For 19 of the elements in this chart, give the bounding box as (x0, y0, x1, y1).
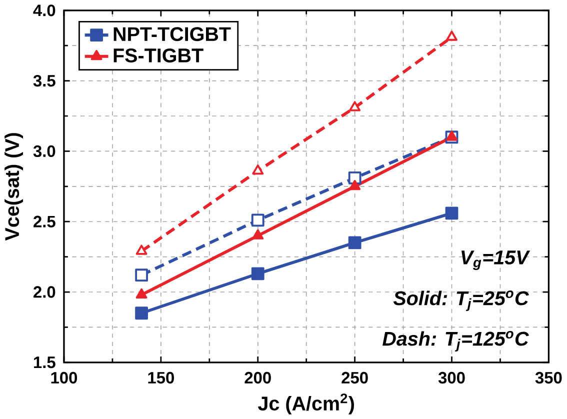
annotation: Solid: T$_{j}$=25$^{o}$C (393, 290, 529, 312)
legend-label: NPT-TCIGBT (114, 27, 231, 42)
y-tick-label: 3.5 (33, 74, 56, 87)
x-axis-title: Jc (A/cm$^{2}$) (258, 394, 354, 414)
annotation: Dash: T$_{j}$=125$^{o}$C (382, 331, 529, 352)
y-tick-label: 3.0 (33, 145, 56, 158)
y-axis-title: Vce(sat) (V) (4, 133, 23, 241)
y-tick-label: 2.5 (34, 216, 56, 228)
x-tick-label: 250 (342, 372, 368, 384)
y-tick-label: 1.5 (34, 356, 56, 368)
x-tick-label: 300 (438, 372, 465, 384)
x-tick-label: 100 (51, 372, 78, 384)
x-tick-label: 200 (244, 372, 271, 384)
y-tick-label: 4.0 (33, 4, 56, 16)
x-tick-label: 350 (535, 372, 562, 384)
y-tick-label: 2.0 (34, 286, 56, 298)
annotation: V$_{g}$=15V (461, 250, 530, 270)
x-tick-label: 150 (148, 372, 174, 384)
legend-label: FS-TIGBT (114, 48, 204, 62)
